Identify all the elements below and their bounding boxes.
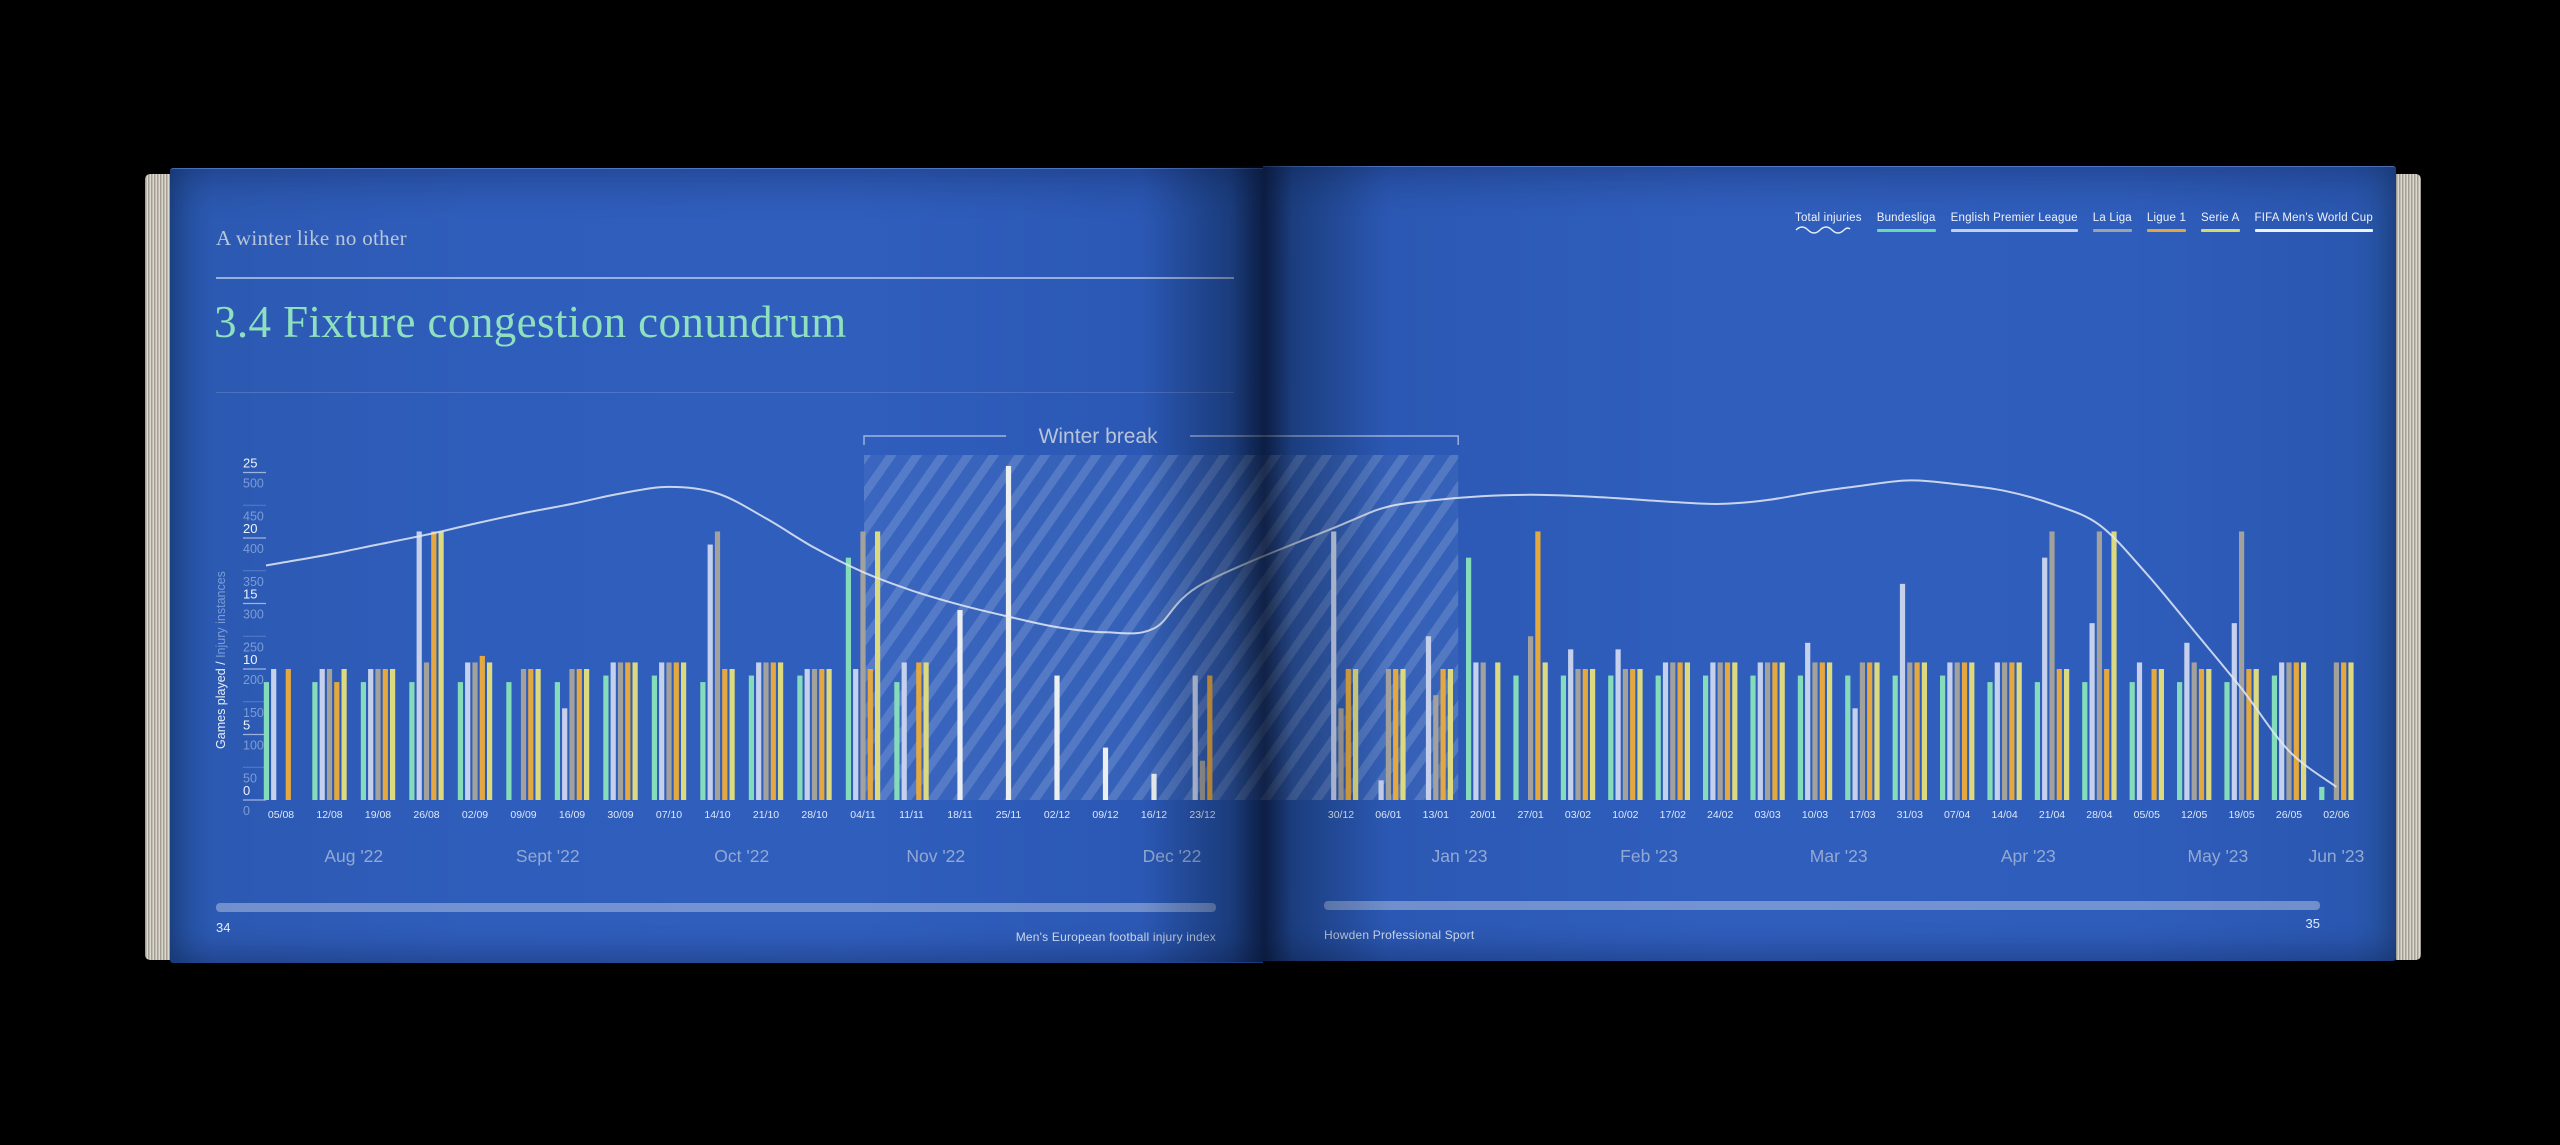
page-number-left: 34: [216, 920, 231, 935]
legend-item-serie-a: Serie A: [2201, 212, 2240, 232]
chart-legend: Total injuries Bundesliga English Premier …: [1795, 212, 2373, 234]
left-page: [170, 168, 1263, 963]
legend-item-total-injuries: Total injuries: [1795, 212, 1862, 234]
footer-bar-left: [216, 903, 1216, 912]
eyebrow-text: A winter like no other: [216, 226, 407, 250]
page-title: 3.4 Fixture congestion conundrum: [214, 297, 847, 347]
footer-text-right: Howden Professional Sport: [1324, 928, 1475, 942]
legend-item-bundesliga: Bundesliga: [1876, 212, 1936, 232]
footer-bar-right: [1324, 901, 2320, 910]
total-injuries-wavy-line-icon: [1795, 226, 1851, 234]
legend-label: Serie A: [2201, 212, 2240, 224]
sub-rule: [216, 392, 1234, 393]
legend-swatch: [2254, 229, 2373, 232]
header-rule: [216, 277, 1234, 279]
legend-swatch: [2092, 229, 2132, 232]
legend-label: La Liga: [2092, 212, 2132, 224]
legend-item-fifa-men-s-world-cup: FIFA Men's World Cup: [2254, 212, 2373, 232]
legend-item-ligue-1: Ligue 1: [2146, 212, 2187, 232]
legend-label: English Premier League: [1950, 212, 2078, 224]
legend-label: Ligue 1: [2146, 212, 2187, 224]
legend-item-english-premier-league: English Premier League: [1950, 212, 2078, 232]
page-stack-left-edge: [145, 174, 170, 960]
legend-label: Bundesliga: [1876, 212, 1936, 224]
legend-swatch: [2201, 229, 2240, 232]
right-page: [1263, 166, 2396, 961]
legend-label: Total injuries: [1795, 212, 1862, 224]
legend-swatch: [1876, 229, 1936, 232]
page-stack-right-edge: [2396, 174, 2421, 960]
legend-label: FIFA Men's World Cup: [2254, 212, 2373, 224]
legend-swatch: [2146, 229, 2187, 232]
footer-text-left: Men's European football injury index: [1015, 930, 1216, 944]
legend-item-la-liga: La Liga: [2092, 212, 2132, 232]
page-number-right: 35: [2305, 916, 2320, 931]
legend-swatch: [1950, 229, 2078, 232]
